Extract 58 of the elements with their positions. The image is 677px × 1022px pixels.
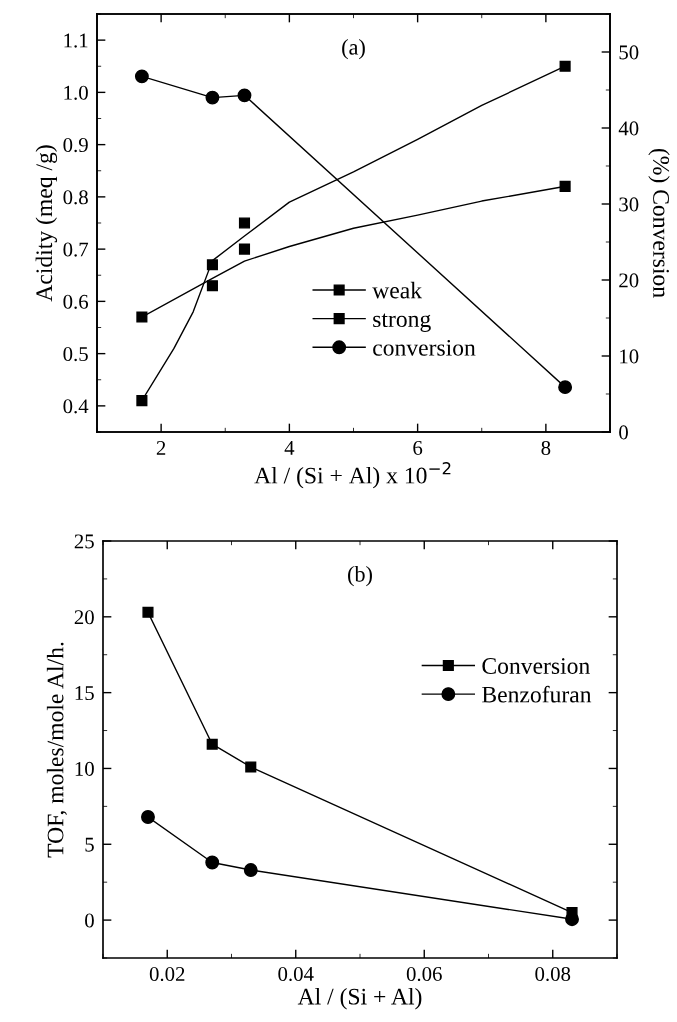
legend-label: conversion	[373, 339, 476, 356]
x-tick-label: 0.08	[535, 966, 571, 982]
y-tick-label: 15	[75, 686, 94, 701]
point	[136, 311, 148, 323]
point	[559, 180, 571, 192]
y2-tick-label: 0	[619, 425, 628, 440]
point	[134, 69, 149, 84]
x-axis-title: Al / (Si + Al) x 10$^{−2}$	[254, 462, 451, 489]
y-axis-title: Acidity (meq /g)	[35, 145, 58, 302]
y2-axis-title: (%) Conversion	[648, 148, 670, 298]
x-axis-title: Al / (Si + Al)	[297, 988, 422, 1010]
y2-tick-label: 10	[620, 349, 639, 364]
y-tick-label: 1.1	[64, 33, 88, 48]
y-tick-label: 0.6	[63, 294, 89, 309]
x-tick-label: 2	[156, 440, 166, 455]
legend-label: weak	[372, 281, 423, 299]
point	[142, 606, 154, 618]
x-tick-label: 4	[284, 441, 295, 455]
x-tick-label: 0.04	[278, 966, 314, 982]
y-tick-label: 0	[85, 913, 94, 928]
x-tick-label: 0.02	[149, 966, 185, 982]
y-axis-title: TOF, moles/mole Al/h.	[46, 642, 67, 858]
point	[238, 243, 251, 255]
y2-tick-label: 20	[619, 273, 639, 288]
point	[206, 280, 218, 292]
y-tick-label: 5	[85, 837, 94, 852]
point	[559, 60, 571, 72]
y-tick-label: 0.4	[63, 399, 89, 414]
point	[136, 395, 148, 407]
point	[565, 912, 579, 927]
y-tick-label: 20	[74, 610, 94, 625]
y-tick-label: 1.0	[64, 85, 88, 100]
y2-tick-label: 50	[619, 45, 639, 60]
point	[245, 761, 257, 773]
annotation: (b)	[348, 566, 372, 587]
point	[237, 88, 252, 103]
legend-label: Benzofuran	[482, 685, 592, 703]
y-tick-label: 25	[74, 534, 94, 549]
point	[243, 863, 258, 877]
y-tick-label: 0.8	[63, 190, 88, 205]
annotation: (a)	[342, 39, 365, 60]
y-tick-label: 0.5	[63, 347, 88, 362]
legend-label: strong	[373, 313, 431, 332]
legend-label: Conversion	[482, 658, 590, 674]
point	[141, 810, 155, 824]
point	[205, 855, 220, 870]
point	[205, 90, 220, 105]
y2-tick-label: 40	[618, 121, 639, 136]
y-tick-label: 10	[75, 761, 94, 776]
x-tick-label: 6	[413, 440, 423, 455]
x-tick-label: 8	[541, 440, 551, 455]
y2-tick-label: 30	[619, 197, 639, 212]
y-tick-label: 0.9	[63, 138, 88, 153]
point	[558, 380, 573, 395]
point	[238, 217, 251, 229]
point	[206, 738, 218, 750]
x-tick-label: 0.06	[406, 966, 442, 982]
y-tick-label: 0.7	[63, 242, 89, 257]
